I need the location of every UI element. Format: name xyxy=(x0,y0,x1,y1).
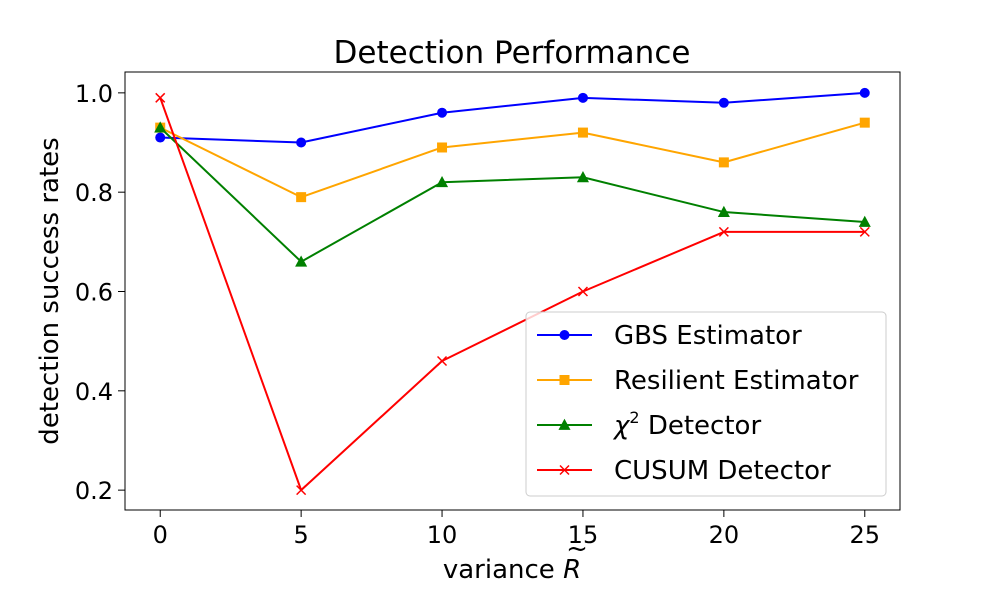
x-tick-label: 20 xyxy=(709,521,740,549)
series-0 xyxy=(155,87,870,148)
series-3 xyxy=(155,92,870,496)
legend-marker-stroke-b xyxy=(559,464,570,476)
x-tick-label: 5 xyxy=(293,521,308,549)
data-point-marker-stroke-b xyxy=(296,485,307,496)
y-tick-label: 1.0 xyxy=(75,80,113,108)
data-point-marker xyxy=(859,117,870,128)
data-point-marker xyxy=(296,137,307,148)
legend-frame xyxy=(525,311,887,497)
series-1 xyxy=(155,117,870,203)
y-tick-label: 0.2 xyxy=(75,477,113,505)
legend-label-rest: Detector xyxy=(640,411,762,441)
y-tick-label: 0.6 xyxy=(75,278,113,306)
data-point-marker xyxy=(437,142,448,153)
x-axis-label-accent: ~ xyxy=(566,534,588,564)
series-line xyxy=(160,91,865,144)
data-point-marker xyxy=(437,107,448,118)
data-point-marker-stroke-b xyxy=(155,92,166,103)
legend-label-symbol: χ xyxy=(612,411,631,441)
data-point-marker xyxy=(155,92,166,103)
data-point-marker xyxy=(718,157,729,168)
y-axis-label: detection success rates xyxy=(35,137,65,444)
legend-marker xyxy=(559,330,570,340)
legend-marker xyxy=(559,375,570,385)
y-tick-label: 0.8 xyxy=(75,179,113,207)
data-point-marker xyxy=(437,355,448,367)
legend-label: GBS Estimator xyxy=(614,321,802,351)
x-tick-label: 15 xyxy=(568,521,599,549)
series-2 xyxy=(154,121,871,267)
series-layer xyxy=(154,87,871,496)
x-tick-label: 0 xyxy=(153,521,168,549)
series-line xyxy=(159,97,865,492)
legend-label: CUSUM Detector xyxy=(614,456,831,486)
data-point-marker xyxy=(577,286,588,297)
data-point-marker xyxy=(296,192,307,203)
y-axis-ticks: 0.2 0.4 0.6 0.8 1.0 xyxy=(75,80,125,505)
x-axis-ticks: 0 5 10 15 20 25 xyxy=(153,510,880,549)
legend-label: Resilient Estimator xyxy=(614,366,859,396)
x-tick-label: 10 xyxy=(427,521,458,549)
series-line xyxy=(159,121,866,199)
data-point-marker xyxy=(296,485,307,496)
series-line xyxy=(159,126,865,263)
data-point-marker xyxy=(576,171,589,183)
chart-title: Detection Performance xyxy=(334,35,691,71)
data-point-marker xyxy=(858,215,871,227)
data-point-marker xyxy=(577,127,588,138)
data-point-marker xyxy=(859,87,870,98)
data-point-marker-stroke-b xyxy=(577,286,588,297)
legend-item: CUSUM Detector xyxy=(537,456,831,486)
data-point-marker xyxy=(577,92,588,103)
legend-item: GBS Estimator xyxy=(537,321,802,351)
data-point-marker-stroke-b xyxy=(437,355,448,367)
legend-marker xyxy=(558,418,571,430)
y-tick-label: 0.4 xyxy=(75,378,113,406)
legend-item: Resilient Estimator xyxy=(537,366,859,396)
x-axis-label-symbol: R xyxy=(563,555,581,585)
legend: GBS Estimator Resilient Estimator χ2 Detec… xyxy=(525,311,887,497)
data-point-marker xyxy=(718,226,729,237)
legend-label-superscript: 2 xyxy=(629,408,639,427)
data-point-marker-stroke-b xyxy=(718,226,729,237)
x-axis-label: variance R xyxy=(443,555,581,585)
data-point-marker xyxy=(155,132,166,143)
x-axis-label-text: variance xyxy=(443,555,563,585)
data-point-marker-stroke-b xyxy=(859,226,870,237)
legend-item: χ2 Detector xyxy=(537,408,761,441)
x-tick-label: 25 xyxy=(849,521,880,549)
legend-marker xyxy=(559,464,570,476)
legend-label: χ2 Detector xyxy=(612,408,761,441)
data-point-marker xyxy=(436,175,449,188)
data-point-marker xyxy=(295,255,308,267)
data-point-marker xyxy=(718,97,729,108)
data-point-marker xyxy=(154,121,167,133)
data-point-marker xyxy=(717,205,730,217)
data-point-marker xyxy=(859,226,870,237)
legend-items: GBS Estimator Resilient Estimator χ2 Detec… xyxy=(537,321,859,486)
